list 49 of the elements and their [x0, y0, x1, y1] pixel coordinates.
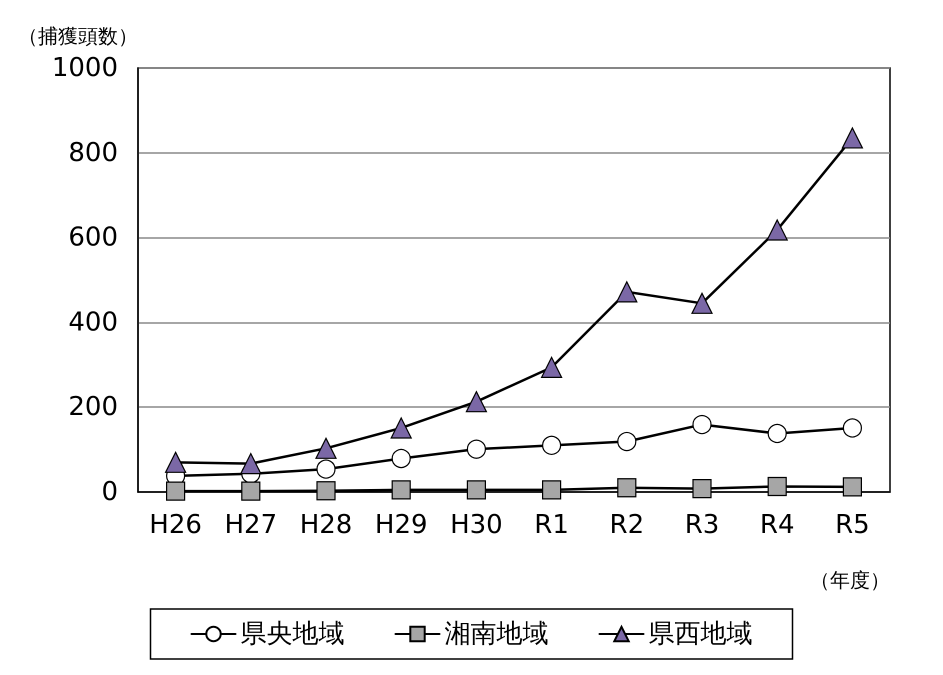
point — [542, 480, 562, 500]
point — [165, 452, 186, 473]
point — [692, 414, 712, 434]
y-tick-label: 400 — [68, 307, 118, 338]
point — [768, 424, 787, 444]
legend-label: 湘南地域 — [444, 619, 548, 649]
point — [692, 479, 712, 498]
point — [842, 418, 862, 438]
point — [842, 127, 863, 149]
point — [316, 481, 336, 500]
point — [766, 219, 788, 241]
point — [315, 438, 337, 459]
legend-label: 県西地域 — [648, 619, 752, 649]
x-tick-label: H28 — [300, 510, 352, 540]
point — [616, 281, 638, 302]
x-tick-label: R5 — [835, 510, 870, 540]
x-axis-title: （年度） — [810, 568, 890, 592]
x-tick-label: H26 — [149, 510, 202, 540]
point — [241, 482, 260, 501]
legend-label: 県央地域 — [240, 619, 344, 649]
y-tick-label: 600 — [68, 222, 118, 253]
point — [617, 478, 636, 498]
y-tick-label: 800 — [68, 138, 118, 168]
y-axis-title: （捕獲頭数） — [18, 24, 138, 48]
x-tick-label: H30 — [450, 510, 503, 540]
point — [166, 482, 186, 501]
x-tick-label: H29 — [374, 510, 428, 540]
point — [842, 477, 862, 497]
x-tick-label: H27 — [224, 510, 278, 540]
y-tick-label: 200 — [68, 392, 118, 422]
point — [541, 356, 562, 378]
x-tick-label: R3 — [684, 510, 720, 540]
point — [542, 436, 562, 455]
point — [691, 292, 713, 314]
point — [390, 417, 412, 439]
y-tick-label: 0 — [101, 477, 118, 507]
x-tick-label: R1 — [534, 510, 569, 540]
point — [768, 476, 787, 496]
point — [392, 480, 411, 500]
point — [392, 448, 411, 468]
x-tick-label: R2 — [609, 510, 644, 540]
point — [466, 480, 486, 500]
point — [617, 432, 636, 452]
point — [466, 391, 487, 412]
point — [466, 440, 486, 459]
y-tick-label: 1000 — [52, 53, 118, 83]
x-tick-label: R4 — [760, 510, 795, 540]
point — [240, 452, 262, 474]
point — [316, 460, 336, 479]
